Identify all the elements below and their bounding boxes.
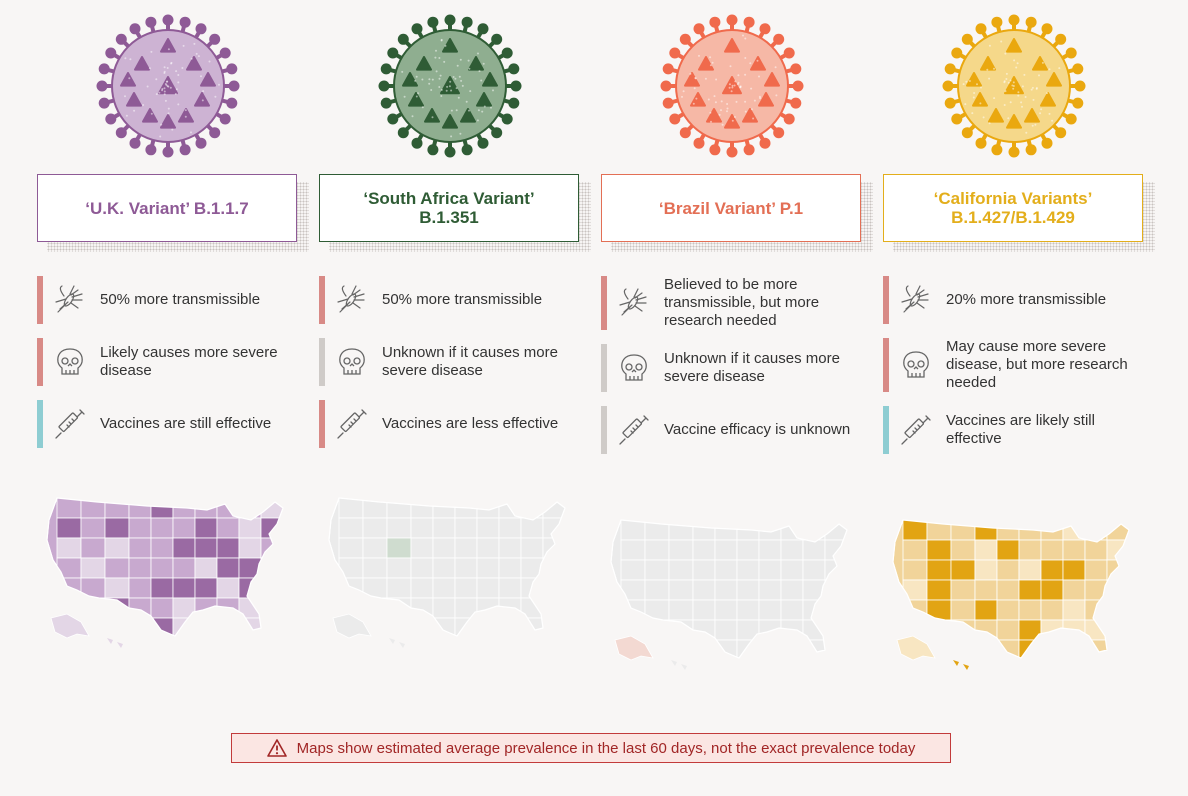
attribute-list: 20% more transmissible May cause more sev…: [883, 276, 1145, 468]
attribute-text: Believed to be more transmissible, but m…: [664, 276, 863, 330]
syringe-icon: [334, 406, 370, 442]
variant-title: ‘Brazil Variant’ P.1: [601, 174, 861, 242]
attribute-text: Vaccines are less effective: [382, 415, 558, 433]
attribute-text: Vaccine efficacy is unknown: [664, 421, 850, 439]
footnote-text: Maps show estimated average prevalence i…: [297, 740, 916, 757]
virus-icon: [660, 14, 804, 158]
attribute-text: Likely causes more severe disease: [100, 344, 299, 380]
skull-icon: [52, 344, 88, 380]
warning-icon: [267, 739, 287, 757]
virus-icon: [378, 14, 522, 158]
attribute-text: 20% more transmissible: [946, 291, 1106, 309]
prevalence-map: [37, 490, 299, 650]
severity-bar: [601, 406, 607, 454]
attribute-list: Believed to be more transmissible, but m…: [601, 276, 863, 468]
attribute-row: Likely causes more severe disease: [37, 338, 299, 386]
severity-bar: [319, 276, 325, 324]
severity-bar: [883, 406, 889, 454]
skull-icon: [334, 344, 370, 380]
attribute-row: Vaccines are likely still effective: [883, 406, 1145, 454]
severity-bar: [601, 344, 607, 392]
attribute-row: 20% more transmissible: [883, 276, 1145, 324]
virus-icon: [96, 14, 240, 158]
severity-bar: [319, 400, 325, 448]
attribute-text: Vaccines are likely still effective: [946, 412, 1145, 448]
attribute-row: May cause more severe disease, but more …: [883, 338, 1145, 392]
severity-bar: [37, 276, 43, 324]
attribute-list: 50% more transmissible Unknown if it caus…: [319, 276, 581, 462]
severity-bar: [37, 338, 43, 386]
variant-title: ‘California Variants’ B.1.427/B.1.429: [883, 174, 1143, 242]
virus-icon: [942, 14, 1086, 158]
variant-title: ‘U.K. Variant’ B.1.1.7: [37, 174, 297, 242]
severity-bar: [37, 400, 43, 448]
prevalence-map: [601, 512, 863, 672]
mosquito-icon: [616, 285, 652, 321]
attribute-row: Vaccines are still effective: [37, 400, 299, 448]
syringe-icon: [898, 412, 934, 448]
prevalence-map: [319, 490, 581, 650]
syringe-icon: [616, 412, 652, 448]
attribute-text: 50% more transmissible: [100, 291, 260, 309]
attribute-row: 50% more transmissible: [319, 276, 581, 324]
prevalence-map: [883, 512, 1145, 672]
variant-title: ‘South Africa Variant’ B.1.351: [319, 174, 579, 242]
attribute-text: Unknown if it causes more severe disease: [664, 350, 863, 386]
attribute-row: Vaccines are less effective: [319, 400, 581, 448]
skull-icon: [616, 350, 652, 386]
mosquito-icon: [898, 282, 934, 318]
severity-bar: [601, 276, 607, 330]
attribute-row: Believed to be more transmissible, but m…: [601, 276, 863, 330]
prevalence-footnote: Maps show estimated average prevalence i…: [231, 733, 951, 763]
severity-bar: [883, 338, 889, 392]
attribute-row: Unknown if it causes more severe disease: [601, 344, 863, 392]
severity-bar: [319, 338, 325, 386]
mosquito-icon: [52, 282, 88, 318]
severity-bar: [883, 276, 889, 324]
attribute-row: 50% more transmissible: [37, 276, 299, 324]
skull-icon: [898, 347, 934, 383]
attribute-text: Unknown if it causes more severe disease: [382, 344, 581, 380]
attribute-text: Vaccines are still effective: [100, 415, 271, 433]
attribute-row: Vaccine efficacy is unknown: [601, 406, 863, 454]
syringe-icon: [52, 406, 88, 442]
attribute-list: 50% more transmissible Likely causes more…: [37, 276, 299, 462]
attribute-text: May cause more severe disease, but more …: [946, 338, 1145, 392]
attribute-row: Unknown if it causes more severe disease: [319, 338, 581, 386]
attribute-text: 50% more transmissible: [382, 291, 542, 309]
mosquito-icon: [334, 282, 370, 318]
